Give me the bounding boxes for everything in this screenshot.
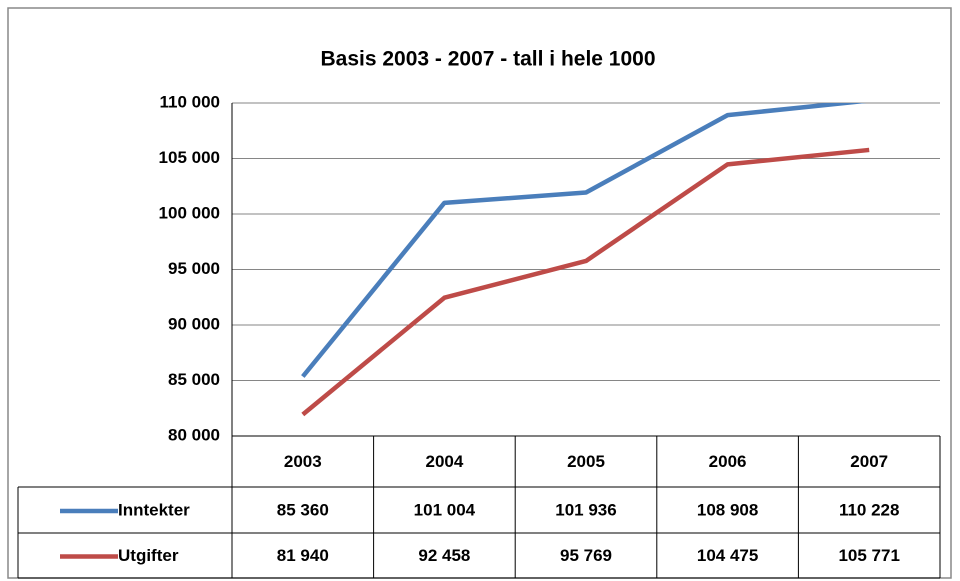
table-value: 110 228 <box>839 500 900 519</box>
chart-border <box>7 7 952 579</box>
x-tick-label: 2006 <box>709 452 747 471</box>
y-tick-label: 80 000 <box>168 425 220 444</box>
x-tick-label: 2005 <box>567 452 605 471</box>
table-value: 101 936 <box>555 500 616 519</box>
y-tick-label: 105 000 <box>159 148 220 167</box>
x-tick-label: 2007 <box>850 452 888 471</box>
series-line <box>301 103 867 378</box>
y-tick-label: 90 000 <box>168 314 220 333</box>
plot-area <box>301 103 870 417</box>
y-tick-label: 85 000 <box>168 370 220 389</box>
table-value: 108 908 <box>697 500 758 519</box>
y-tick-label: 95 000 <box>168 259 220 278</box>
table-value: 92 458 <box>418 546 470 565</box>
table-value: 104 475 <box>697 546 758 565</box>
x-tick-label: 2003 <box>284 452 322 471</box>
table-value: 105 771 <box>838 546 899 565</box>
x-tick-label: 2004 <box>425 452 463 471</box>
table-value: 95 769 <box>560 546 612 565</box>
y-tick-label: 110 000 <box>159 92 220 111</box>
legend-label: Inntekter <box>118 500 190 519</box>
y-tick-label: 100 000 <box>159 203 220 222</box>
chart-title: Basis 2003 - 2007 - tall i hele 1000 <box>320 48 655 71</box>
table-value: 101 004 <box>414 500 476 519</box>
series-line <box>301 147 870 417</box>
table-value: 85 360 <box>277 500 329 519</box>
table-value: 81 940 <box>277 546 329 565</box>
legend-label: Utgifter <box>118 546 179 565</box>
